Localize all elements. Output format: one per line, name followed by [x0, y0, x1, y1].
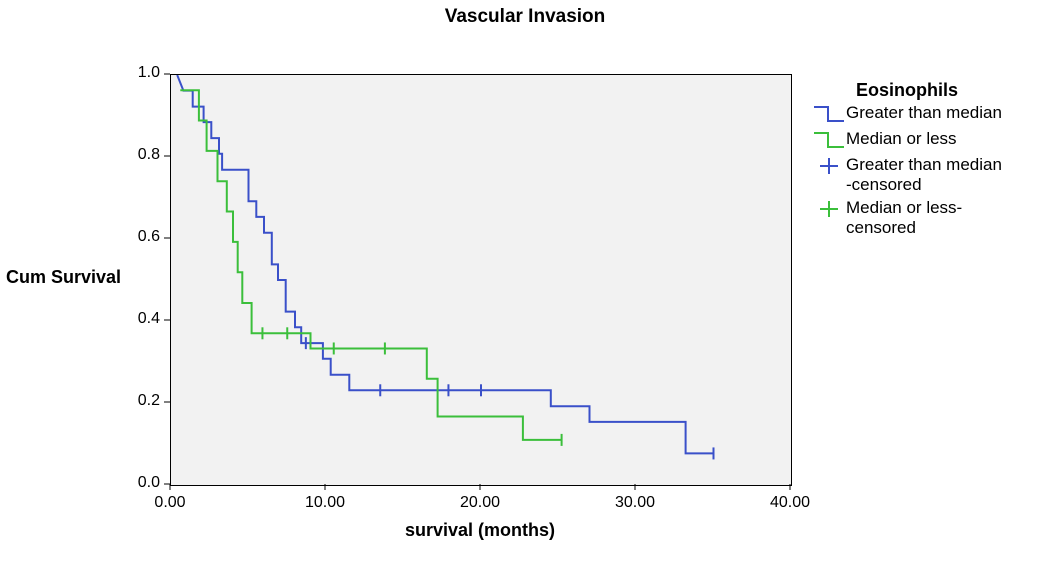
- legend-step-icon: [812, 129, 846, 151]
- legend-items: Greater than median Median or less Greater…: [812, 103, 1002, 237]
- plot-area: [170, 74, 792, 486]
- legend-label: Median or less-censored: [846, 198, 962, 237]
- y-tick-label: 1.0: [110, 64, 160, 82]
- x-tick-label: 40.00: [760, 494, 820, 512]
- series-line-greater: [177, 75, 713, 453]
- legend-label: Median or less: [846, 129, 957, 149]
- legend-cross-icon: [812, 198, 846, 220]
- y-tick-label: 0.8: [110, 146, 160, 164]
- series-line-median_or_less: [180, 90, 561, 440]
- x-tick-label: 10.00: [295, 494, 355, 512]
- x-tick-label: 30.00: [605, 494, 665, 512]
- legend-item: Greater than median: [812, 103, 1002, 125]
- legend-item: Greater than median-censored: [812, 155, 1002, 194]
- y-tick-label: 0.6: [110, 228, 160, 246]
- legend-cross-icon: [812, 155, 846, 177]
- legend-step-icon: [812, 103, 846, 125]
- x-tick-label: 0.00: [140, 494, 200, 512]
- km-figure: Vascular Invasion 0.00 10.00 20.00 30.00 40.…: [0, 0, 1050, 564]
- x-axis-title: survival (months): [170, 520, 790, 541]
- legend: Eosinophils Greater than median Median or…: [812, 80, 1002, 241]
- legend-title: Eosinophils: [812, 80, 1002, 101]
- legend-label: Greater than median-censored: [846, 155, 1002, 194]
- y-tick-label: 0.4: [110, 310, 160, 328]
- chart-title: Vascular Invasion: [0, 6, 1050, 28]
- legend-item: Median or less-censored: [812, 198, 1002, 237]
- legend-label: Greater than median: [846, 103, 1002, 123]
- y-tick-label: 0.0: [110, 474, 160, 492]
- legend-item: Median or less: [812, 129, 1002, 151]
- y-axis-title: Cum Survival: [6, 267, 121, 288]
- plot-svg: [171, 75, 791, 485]
- x-tick-label: 20.00: [450, 494, 510, 512]
- y-tick-label: 0.2: [110, 392, 160, 410]
